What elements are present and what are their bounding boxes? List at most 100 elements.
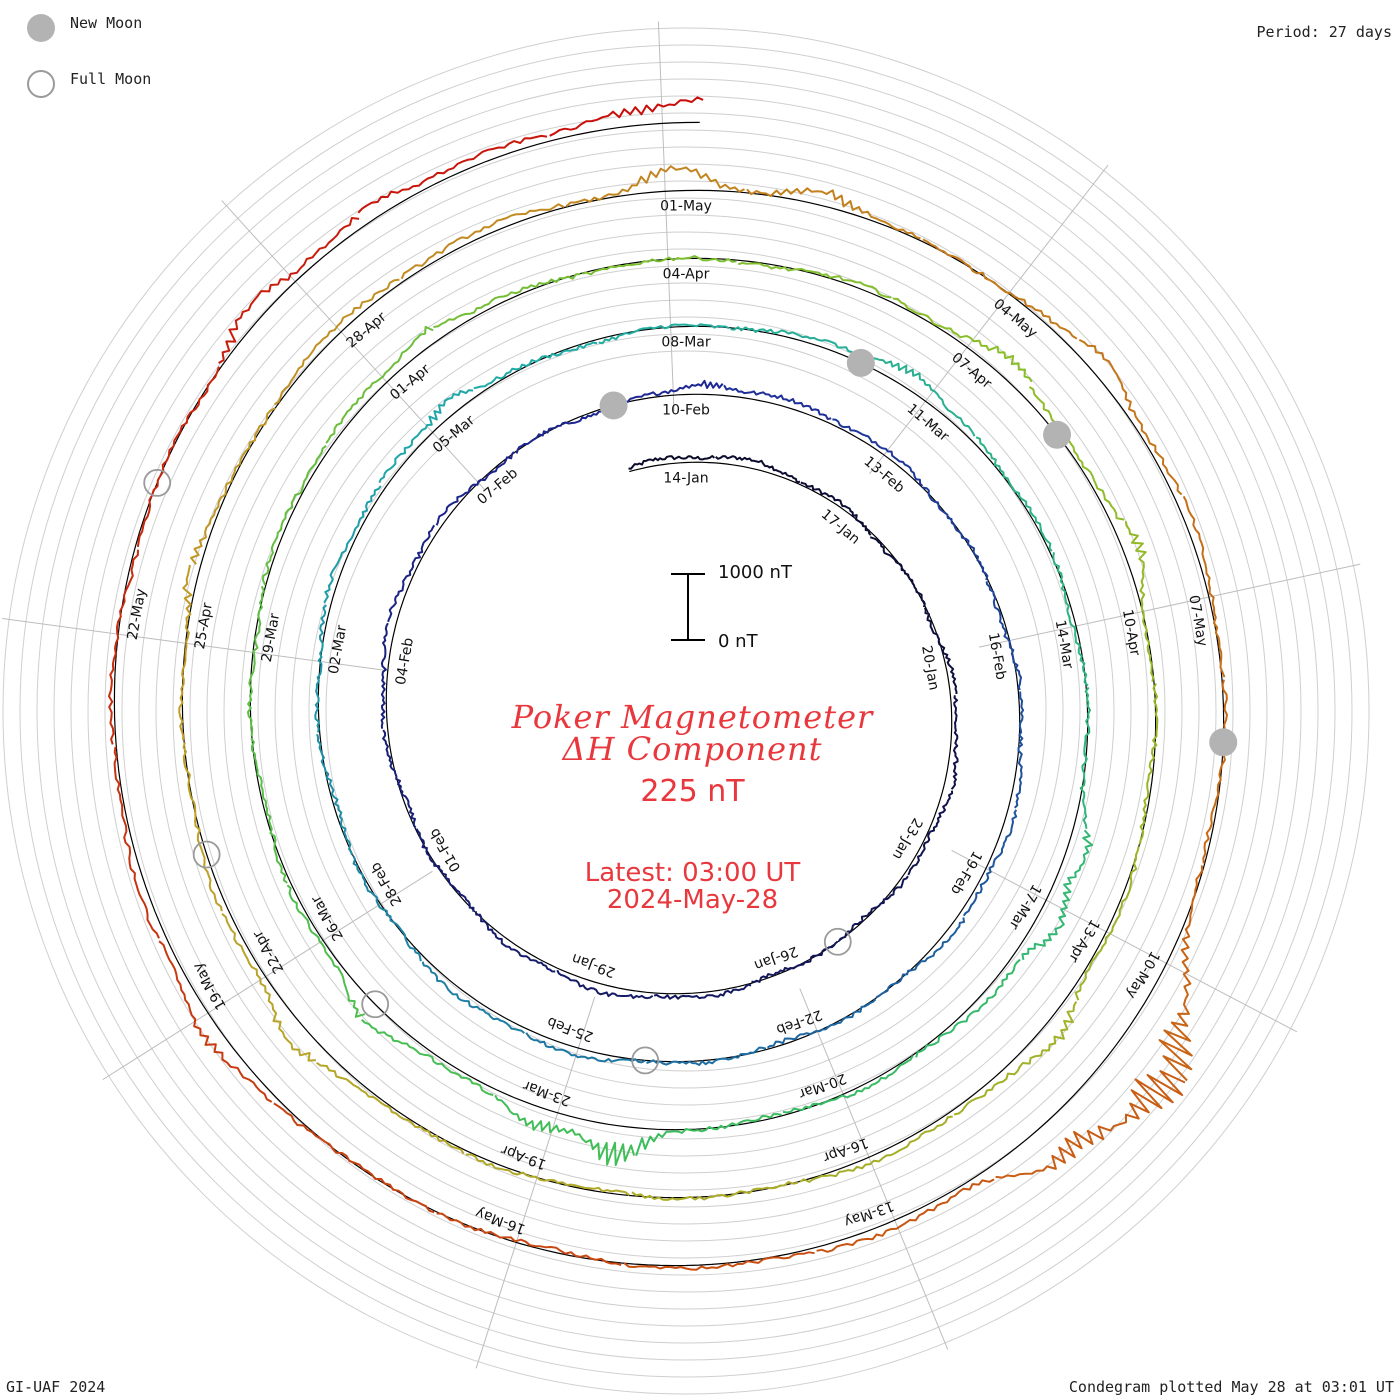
date-label: 13-Feb	[861, 454, 908, 497]
grid-ring	[223, 248, 1149, 1174]
radial-spoke	[951, 850, 1298, 1033]
new-moon-marker	[1209, 728, 1238, 757]
grid-ring	[36, 61, 1336, 1361]
trace-segment	[190, 407, 276, 565]
trace-segment	[158, 940, 273, 1103]
trace-segment	[549, 96, 704, 137]
date-label: 01-May	[660, 198, 712, 214]
chart-subtitle: ΔH Component	[562, 730, 823, 768]
trace-segment	[631, 1181, 799, 1201]
date-label: 07-Apr	[948, 350, 994, 392]
trace-segment	[646, 1046, 767, 1066]
footer-credit: GI-UAF 2024	[6, 1378, 106, 1396]
trace-segment	[515, 406, 613, 454]
date-label: 13-May	[842, 1197, 896, 1230]
new-moon-legend-label: New Moon	[70, 14, 143, 32]
date-label: 20-Jan	[918, 644, 942, 691]
radial-spoke	[221, 200, 485, 490]
grid-ring	[291, 316, 1081, 1106]
trace-segment	[380, 622, 389, 729]
trace-segment	[1078, 339, 1183, 496]
trace-segment	[875, 917, 965, 999]
new-moon-marker	[599, 391, 628, 420]
grid-ring	[240, 265, 1132, 1157]
full-moon-marker	[361, 990, 390, 1019]
radial-spokes	[2, 21, 1361, 1369]
full-moon-legend-icon	[27, 70, 55, 98]
trace-segment	[922, 238, 1078, 340]
trace-segment	[474, 911, 556, 973]
date-label: 16-Apr	[821, 1134, 871, 1165]
grid-ring	[138, 163, 1234, 1259]
trace-segment	[323, 485, 382, 604]
date-label: 16-Feb	[985, 631, 1009, 681]
trace-segment	[975, 436, 1053, 552]
grid-ring	[155, 180, 1217, 1242]
trace-segment	[635, 1113, 782, 1157]
full-moon-marker	[192, 840, 221, 869]
trace-segment	[378, 389, 474, 484]
trace-segment	[325, 325, 434, 444]
scale-bar	[671, 573, 705, 641]
grid-ring	[121, 146, 1251, 1276]
grid-ring	[19, 44, 1353, 1378]
trace-segment	[435, 451, 515, 526]
trace-segment	[556, 969, 654, 1000]
trace-segment	[1021, 829, 1094, 960]
date-label: 04-Feb	[393, 636, 417, 686]
grid-ring	[172, 197, 1200, 1225]
trace-segment	[751, 940, 839, 983]
date-label: 17-Jan	[818, 506, 863, 547]
grid-ring	[87, 112, 1285, 1310]
trace-segment	[799, 1115, 953, 1183]
full-moon-legend-label: Full Moon	[70, 70, 152, 88]
trace-segment	[178, 564, 193, 741]
trace-segment	[893, 297, 1033, 383]
footer-plot-time: Condegram plotted May 28 at 03:01 UT	[1068, 1378, 1394, 1396]
trace-segment	[494, 1094, 636, 1167]
grid-ring	[308, 333, 1064, 1089]
grid-ring	[53, 78, 1319, 1344]
date-label: 22-May	[125, 587, 150, 641]
radial-spoke	[979, 563, 1361, 648]
trace-segment	[1079, 686, 1091, 829]
trace-segment	[361, 1018, 494, 1096]
date-label: 10-Feb	[662, 402, 710, 418]
trace-segment	[962, 809, 1018, 917]
trace-segment	[286, 884, 365, 1018]
trace-segment	[614, 379, 724, 409]
date-label: 04-Apr	[663, 266, 710, 282]
trace-segment	[782, 1055, 914, 1114]
trace-segment	[316, 1061, 465, 1155]
latest-date: 2024-May-28	[606, 885, 779, 915]
trace-segment	[221, 912, 316, 1062]
trace-segment	[800, 481, 872, 536]
full-moon-marker	[823, 927, 852, 956]
date-label: 08-Mar	[661, 334, 711, 350]
grid-ring	[206, 231, 1166, 1191]
trace-segment	[832, 418, 924, 487]
new-moon-legend-icon	[27, 14, 55, 42]
trace-segment	[218, 217, 360, 364]
grid-ring	[257, 282, 1115, 1140]
trace-segment	[108, 549, 139, 745]
trace-segment	[922, 486, 989, 581]
trace-segment	[598, 323, 730, 345]
trace-segment	[262, 444, 327, 586]
scale-bottom-label: 0 nT	[718, 631, 758, 652]
date-label: 16-May	[473, 1204, 527, 1237]
trace-segment	[915, 958, 1021, 1058]
trace-segment	[421, 961, 525, 1034]
date-label: 19-May	[190, 959, 230, 1012]
trace-segment	[182, 742, 223, 912]
trace-segment	[136, 366, 220, 548]
trace-segment	[1138, 683, 1159, 845]
date-label: 14-Jan	[663, 470, 708, 486]
full-moon-marker	[631, 1046, 660, 1075]
new-moon-marker	[1043, 420, 1072, 449]
trace-segment	[400, 203, 565, 280]
trace-segment	[1124, 521, 1155, 682]
trace-segment	[1158, 865, 1204, 1082]
trace-segment	[623, 1251, 815, 1271]
